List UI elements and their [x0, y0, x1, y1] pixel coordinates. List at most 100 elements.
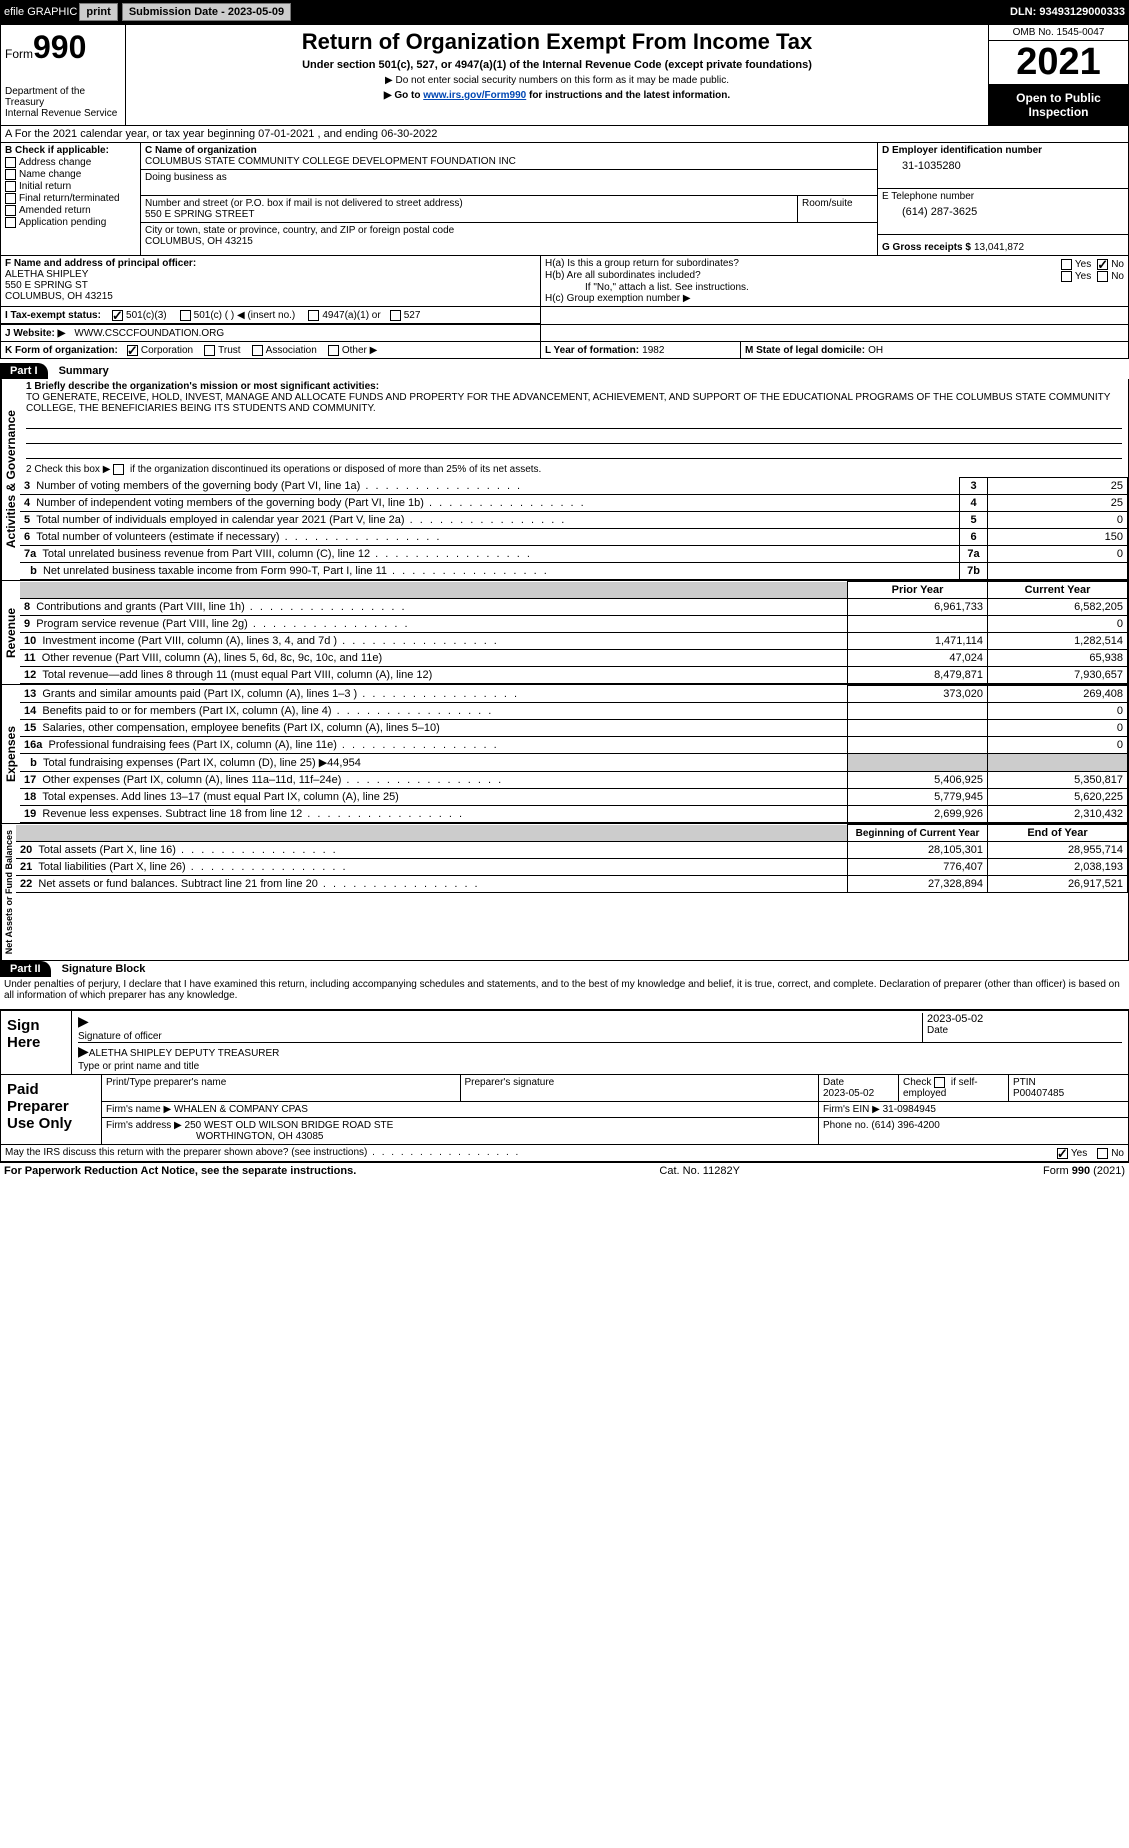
- efile-label: efile GRAPHIC: [4, 6, 77, 18]
- check-address[interactable]: Address change: [5, 156, 136, 168]
- k-trust[interactable]: Trust: [204, 344, 240, 356]
- box-e-label: E Telephone number: [882, 191, 1124, 202]
- box-l-label: L Year of formation:: [545, 345, 639, 356]
- form-header: Form990 Department of the Treasury Inter…: [0, 24, 1129, 126]
- i-4947[interactable]: 4947(a)(1) or: [308, 309, 380, 321]
- firm-name: WHALEN & COMPANY CPAS: [174, 1104, 308, 1115]
- org-name: COLUMBUS STATE COMMUNITY COLLEGE DEVELOP…: [145, 156, 873, 167]
- check-final[interactable]: Final return/terminated: [5, 192, 136, 204]
- footer-left: For Paperwork Reduction Act Notice, see …: [4, 1165, 356, 1177]
- officer-name-title: ALETHA SHIPLEY DEPUTY TREASURER: [89, 1048, 280, 1059]
- street-label: Number and street (or P.O. box if mail i…: [145, 198, 793, 209]
- box-j-label: J Website: ▶: [5, 328, 65, 339]
- line2: 2 Check this box ▶ if the organization d…: [20, 462, 1128, 477]
- expenses-table: 13 Grants and similar amounts paid (Part…: [20, 685, 1128, 823]
- irs-link[interactable]: www.irs.gov/Form990: [423, 90, 526, 101]
- info-block-top: B Check if applicable: Address change Na…: [0, 143, 1129, 256]
- efile-topbar: efile GRAPHIC print Submission Date - 20…: [0, 0, 1129, 24]
- firm-addr2: WORTHINGTON, OH 43085: [106, 1131, 323, 1142]
- dept-irs: Internal Revenue Service: [5, 108, 121, 119]
- mission-text: TO GENERATE, RECEIVE, HOLD, INVEST, MANA…: [26, 392, 1122, 414]
- discuss-yes[interactable]: Yes: [1057, 1147, 1087, 1159]
- website-value: WWW.CSCCFOUNDATION.ORG: [74, 328, 224, 339]
- footer-mid: Cat. No. 11282Y: [659, 1165, 740, 1177]
- governance-table: 3 Number of voting members of the govern…: [20, 477, 1128, 580]
- check-self[interactable]: Check if self-employed: [898, 1075, 1008, 1101]
- officer-name: ALETHA SHIPLEY: [5, 269, 536, 280]
- sig-date-label: Date: [927, 1025, 1122, 1036]
- k-other[interactable]: Other ▶: [328, 344, 377, 356]
- perjury-text: Under penalties of perjury, I declare th…: [0, 977, 1129, 1003]
- page-footer: For Paperwork Reduction Act Notice, see …: [0, 1162, 1129, 1179]
- info-block-klm: K Form of organization: Corporation Trus…: [0, 342, 1129, 359]
- officer-street: 550 E SPRING ST: [5, 280, 536, 291]
- sign-here-label: Sign Here: [1, 1011, 71, 1074]
- year-formation: 1982: [642, 345, 664, 356]
- box-m-label: M State of legal domicile:: [745, 345, 865, 356]
- form-subtitle: Under section 501(c), 527, or 4947(a)(1)…: [130, 59, 984, 71]
- vert-netassets: Net Assets or Fund Balances: [1, 824, 16, 960]
- prep-name-label: Print/Type preparer's name: [102, 1075, 460, 1101]
- street-value: 550 E SPRING STREET: [145, 209, 793, 220]
- hb-yes[interactable]: Yes: [1061, 270, 1091, 282]
- submission-date: Submission Date - 2023-05-09: [122, 3, 291, 21]
- h-b: H(b) Are all subordinates included?: [545, 270, 1061, 282]
- i-527[interactable]: 527: [390, 309, 421, 321]
- check-initial[interactable]: Initial return: [5, 180, 136, 192]
- vert-governance: Activities & Governance: [1, 379, 20, 580]
- print-button[interactable]: print: [79, 3, 117, 21]
- i-501c[interactable]: 501(c) ( ) ◀ (insert no.): [180, 309, 296, 321]
- sig-date-value: 2023-05-02: [927, 1013, 1122, 1025]
- gross-receipts: 13,041,872: [974, 242, 1024, 253]
- city-value: COLUMBUS, OH 43215: [145, 236, 873, 247]
- part1-header: Part I: [0, 363, 48, 379]
- discuss-question: May the IRS discuss this return with the…: [5, 1147, 1057, 1159]
- check-pending[interactable]: Application pending: [5, 216, 136, 228]
- sig-officer-label: Signature of officer: [78, 1031, 162, 1042]
- form-number: Form990: [5, 29, 121, 66]
- dba-label: Doing business as: [145, 172, 873, 183]
- phone-value: (614) 287-3625: [882, 202, 1124, 218]
- netassets-table: Beginning of Current YearEnd of Year 20 …: [16, 824, 1128, 893]
- part1-title: Summary: [51, 363, 117, 379]
- h-a: H(a) Is this a group return for subordin…: [545, 258, 1061, 270]
- ein-value: 31-1035280: [882, 156, 1124, 172]
- check-amended[interactable]: Amended return: [5, 204, 136, 216]
- ssn-note: ▶ Do not enter social security numbers o…: [130, 75, 984, 86]
- hb-no[interactable]: No: [1097, 270, 1124, 282]
- box-f-label: F Name and address of principal officer:: [5, 258, 536, 269]
- signature-block: Sign Here ▶Signature of officer 2023-05-…: [0, 1009, 1129, 1145]
- discuss-no[interactable]: No: [1097, 1147, 1124, 1159]
- prep-sig-label: Preparer's signature: [460, 1075, 819, 1101]
- ha-yes[interactable]: Yes: [1061, 258, 1091, 270]
- box-c-label: C Name of organization: [145, 145, 873, 156]
- k-corp[interactable]: Corporation: [127, 344, 193, 356]
- h-b-note: If "No," attach a list. See instructions…: [545, 282, 1124, 293]
- form-title: Return of Organization Exempt From Incom…: [130, 29, 984, 55]
- part2-title: Signature Block: [54, 961, 154, 977]
- box-g-label: G Gross receipts $: [882, 242, 971, 253]
- state-domicile: OH: [868, 345, 883, 356]
- open-to-public: Open to Public Inspection: [989, 85, 1128, 125]
- vert-revenue: Revenue: [1, 581, 20, 684]
- i-501c3[interactable]: 501(c)(3): [112, 309, 167, 321]
- ha-no[interactable]: No: [1097, 258, 1124, 270]
- vert-expenses: Expenses: [1, 685, 20, 823]
- box-k-label: K Form of organization:: [5, 345, 118, 356]
- room-label: Room/suite: [802, 198, 873, 209]
- paid-preparer-label: Paid Preparer Use Only: [1, 1075, 101, 1144]
- firm-phone: (614) 396-4200: [871, 1120, 939, 1131]
- dept-treasury: Department of the Treasury: [5, 86, 121, 108]
- line1-label: 1 Briefly describe the organization's mi…: [26, 381, 1122, 392]
- k-assoc[interactable]: Association: [252, 344, 317, 356]
- line2-checkbox[interactable]: [113, 464, 124, 475]
- check-name[interactable]: Name change: [5, 168, 136, 180]
- footer-right: Form 990 (2021): [1043, 1165, 1125, 1177]
- box-d-label: D Employer identification number: [882, 145, 1124, 156]
- goto-note: ▶ Go to www.irs.gov/Form990 for instruct…: [130, 90, 984, 101]
- omb-number: OMB No. 1545-0047: [989, 25, 1128, 41]
- box-i-label: I Tax-exempt status:: [5, 310, 101, 321]
- info-block-fh: F Name and address of principal officer:…: [0, 256, 1129, 307]
- type-name-label: Type or print name and title: [78, 1061, 199, 1072]
- part2-header: Part II: [0, 961, 51, 977]
